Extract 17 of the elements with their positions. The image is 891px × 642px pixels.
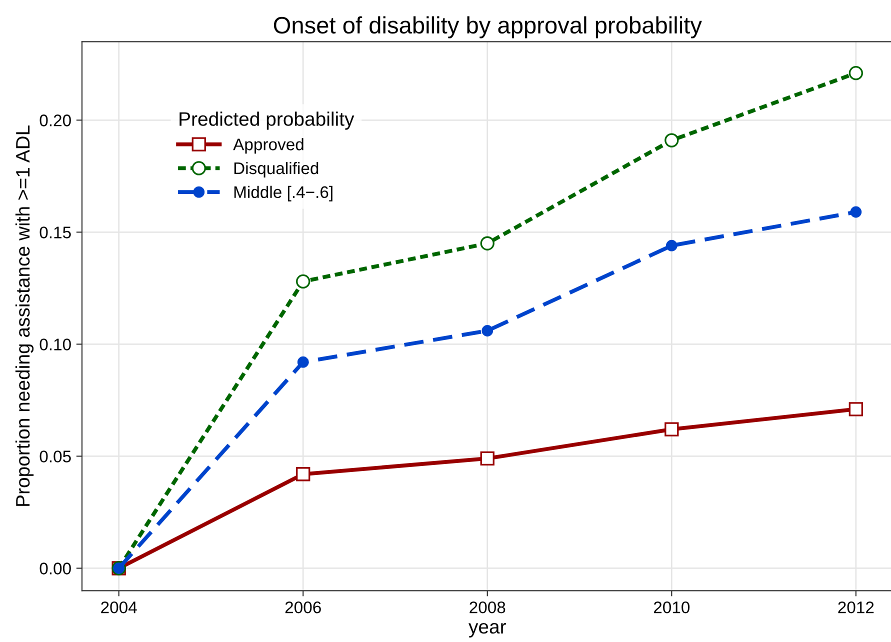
x-tick-label: 2012	[838, 601, 874, 614]
y-tick-label: 0.10	[40, 338, 71, 350]
x-axis-title: year	[468, 623, 506, 638]
y-tick-label: 0.15	[40, 226, 71, 238]
chart-title: Onset of disability by approval probability	[274, 16, 702, 38]
legend-label: Middle [.4−.6]	[234, 186, 332, 202]
y-tick-label: 0.20	[40, 114, 71, 126]
x-tick-label: 2004	[101, 601, 137, 614]
y-tick-label: 0.05	[40, 450, 71, 462]
legend-title: Predicted probability	[180, 112, 354, 130]
y-axis-title: Proportion needing assistance with >=1 ADL	[15, 125, 34, 506]
legend-label: Disqualified	[234, 162, 318, 178]
x-tick-label: 2010	[654, 601, 690, 614]
y-tick-label: 0.00	[40, 562, 71, 574]
legend-label: Approved	[233, 138, 304, 154]
x-tick-label: 2006	[285, 601, 321, 614]
x-tick-label: 2008	[470, 601, 506, 614]
